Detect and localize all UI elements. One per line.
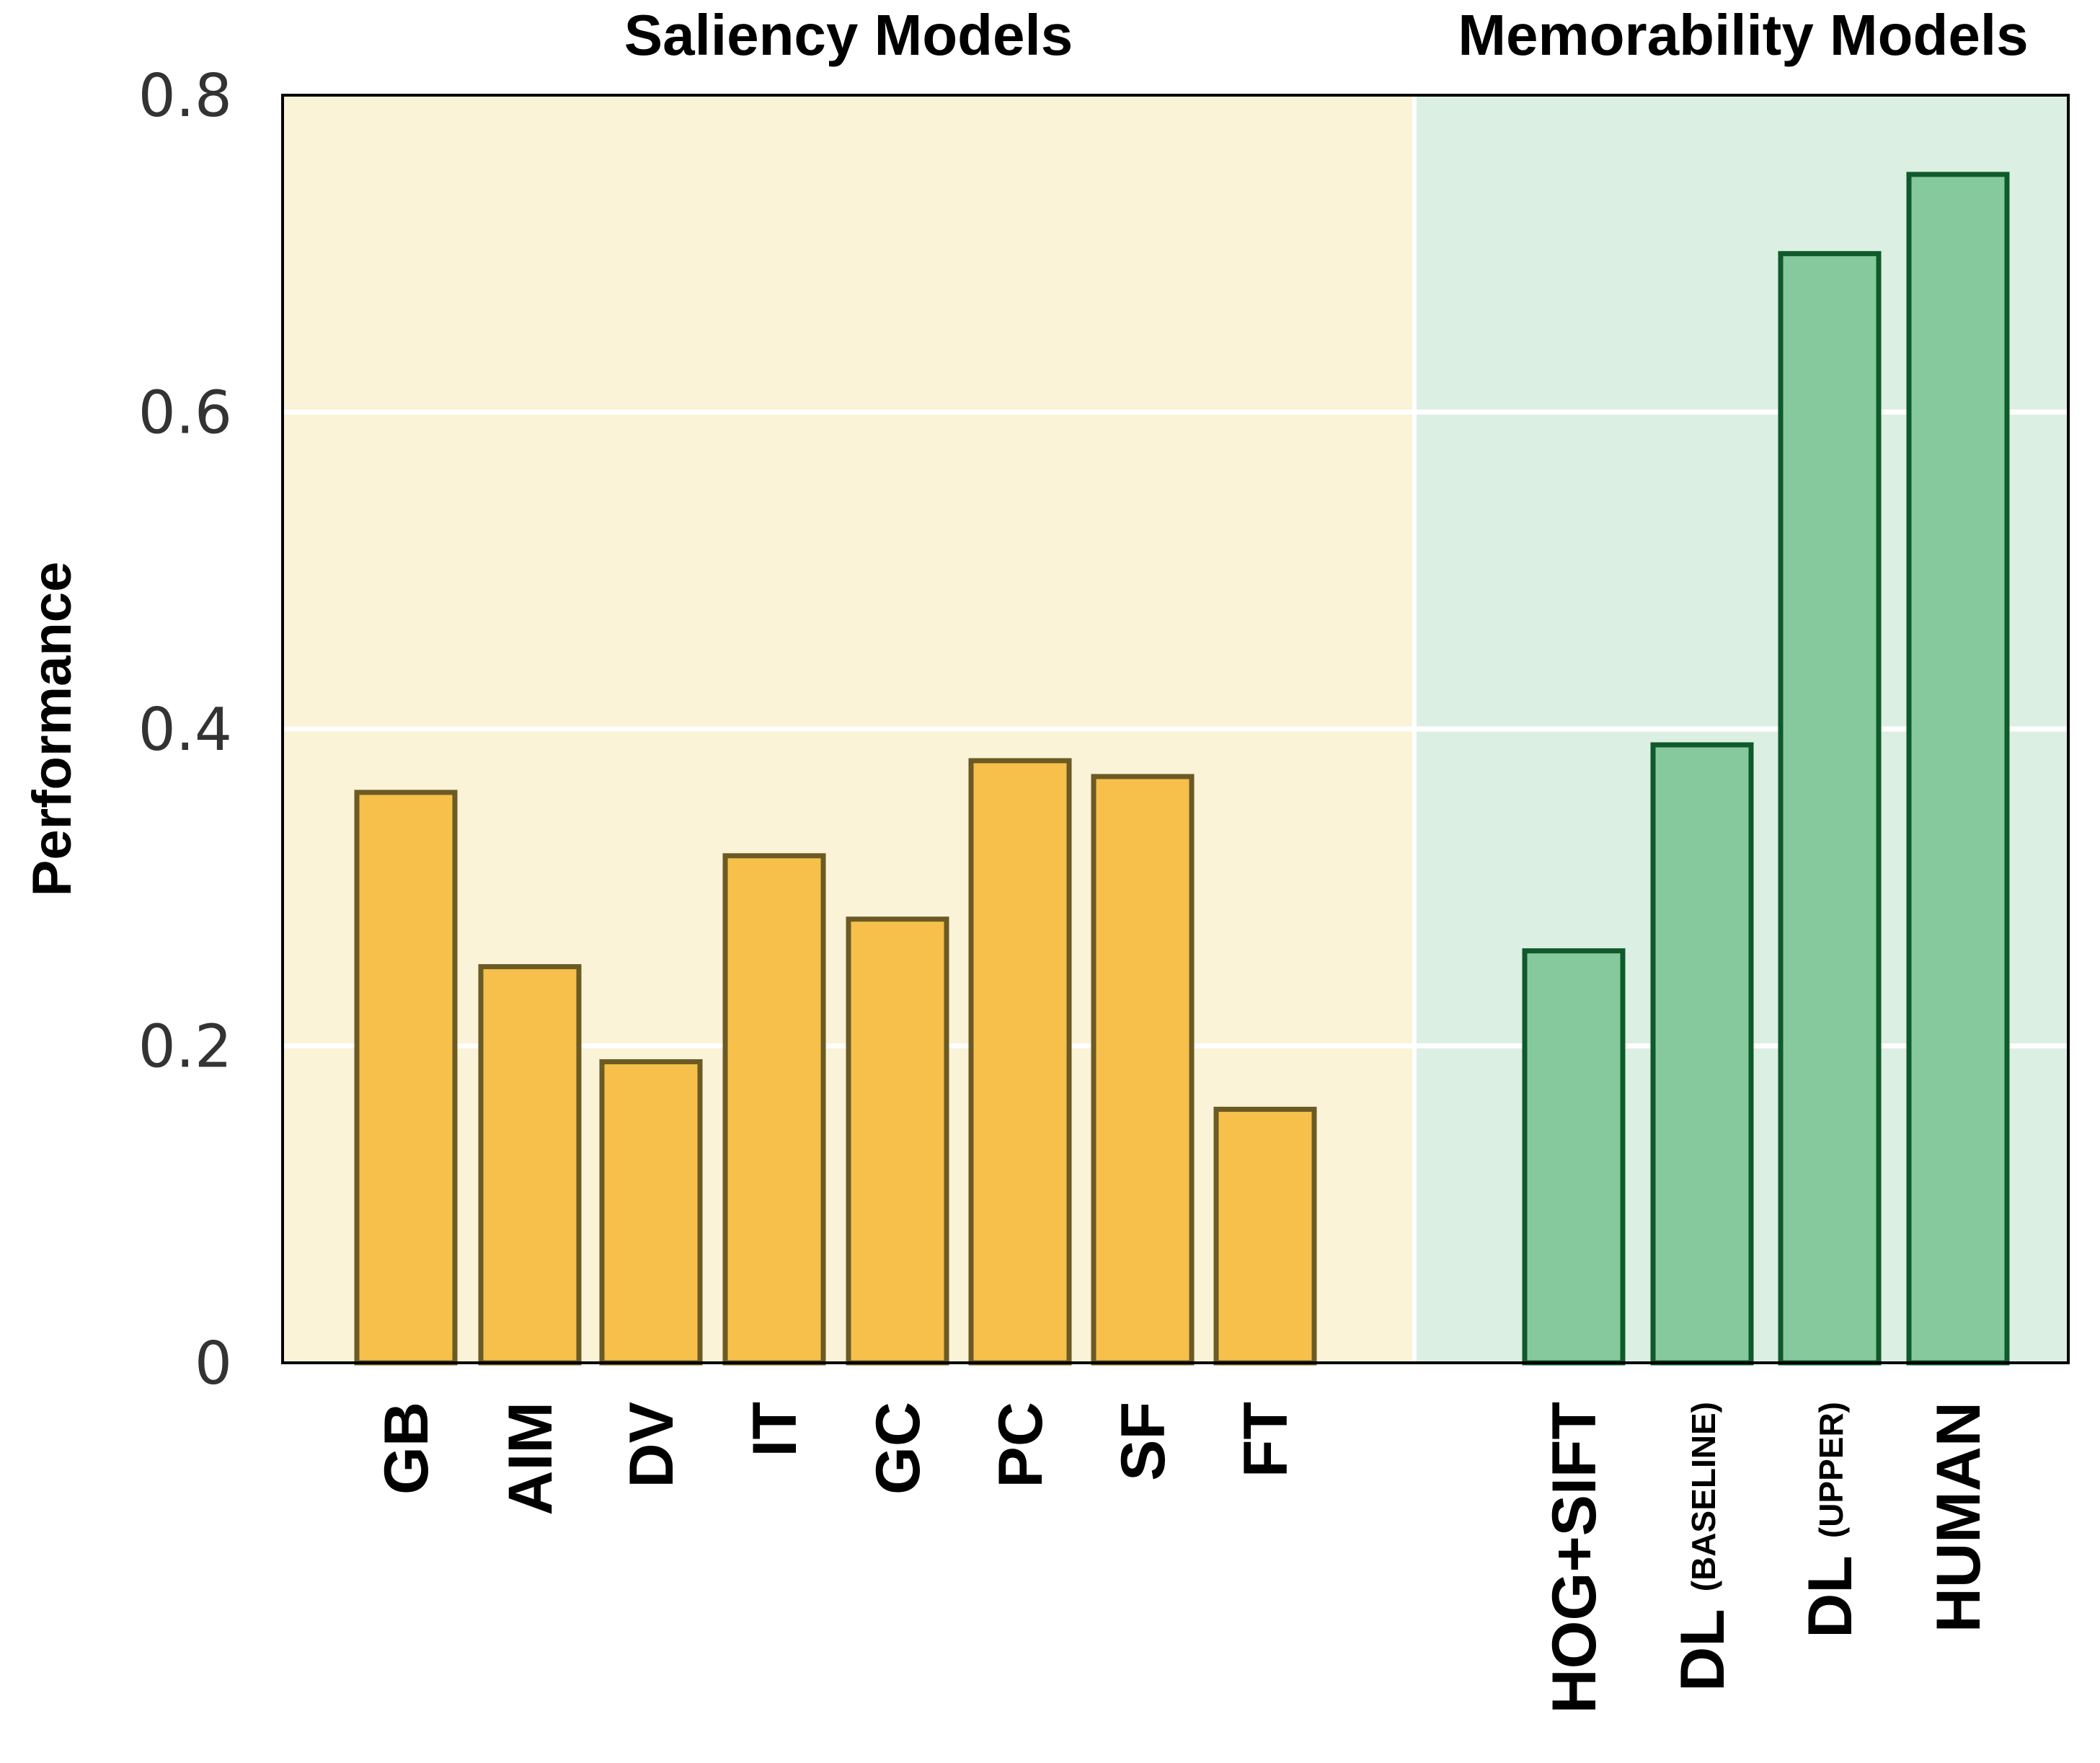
x-tick-label: DL(BASELINE): [1668, 1402, 1737, 1692]
bar-dl-baseline: [1650, 742, 1754, 1366]
x-tick-label: GC: [864, 1402, 933, 1495]
x-tick-label: PC: [986, 1402, 1055, 1488]
bar-dv: [599, 1059, 703, 1366]
y-axis: 0 0.2 0.4 0.6 0.8: [138, 62, 232, 1398]
x-tick-label: AIM: [496, 1402, 565, 1516]
y-tick-label: 0.4: [138, 696, 232, 764]
y-tick-label: 0: [195, 1330, 232, 1398]
bar-sf: [1091, 774, 1195, 1366]
x-tick-label: DV: [617, 1402, 686, 1488]
bar-aim: [478, 964, 582, 1366]
bar-gb: [354, 790, 458, 1366]
x-tick-label: DL(UPPER): [1796, 1402, 1865, 1638]
x-tick-label: SF: [1109, 1402, 1178, 1481]
group-title-saliency: Saliency Models: [624, 3, 1073, 67]
x-tick-label: IT: [740, 1402, 810, 1457]
y-tick-label: 0.2: [138, 1013, 232, 1082]
bar-human: [1906, 172, 2010, 1366]
y-tick-label: 0.6: [138, 379, 232, 448]
plot-frame: [281, 94, 2070, 1364]
group-title-memorability: Memorability Models: [1458, 3, 2028, 67]
bar-dl-upper: [1778, 251, 1882, 1366]
bar-ft: [1213, 1106, 1317, 1366]
x-tick-label: HOG+SIFT: [1540, 1402, 1609, 1713]
y-tick-label: 0.8: [138, 62, 232, 131]
bar-gc: [846, 916, 949, 1366]
y-axis-label: Performance: [22, 562, 83, 897]
x-tick-label: GB: [372, 1402, 441, 1495]
bar-pc: [968, 758, 1072, 1366]
x-axis: GB AIM DV IT GC PC SF FT HOG+SIFT DL(BASELINE) DL(…: [372, 1402, 1993, 1713]
bar-hog-sift: [1522, 948, 1626, 1366]
x-tick-label: HUMAN: [1924, 1402, 1993, 1632]
bar-it: [722, 853, 826, 1366]
x-tick-label: FT: [1231, 1402, 1301, 1477]
